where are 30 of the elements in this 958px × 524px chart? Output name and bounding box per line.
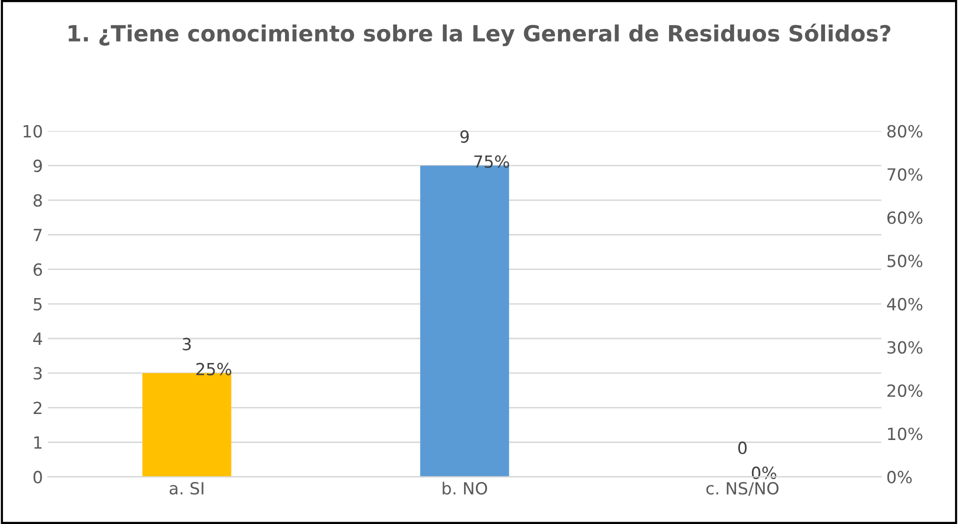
- y2-tick-label: 40%: [887, 298, 922, 310]
- x-tick-label: c. NS/NO: [706, 482, 779, 496]
- y-tick-label: 7: [34, 228, 42, 242]
- y2-tick-label: 0%: [887, 470, 912, 484]
- chart-title: 1. ¿Tiene conocimiento sobre la Ley General de Residuos Sólidos?: [68, 24, 890, 46]
- y-tick-label: 10: [24, 124, 42, 138]
- y-tick-label: 8: [34, 194, 42, 207]
- y-tick-label: 4: [33, 332, 42, 345]
- annotation: 75%: [474, 155, 510, 168]
- y-tick-label: 6: [34, 263, 42, 276]
- x-tick-label: a. SI: [170, 482, 204, 495]
- annotation: 25%: [196, 362, 232, 376]
- y2-tick-label: 50%: [888, 254, 922, 268]
- data-label: 9: [460, 130, 469, 143]
- y-tick-label: 5: [34, 298, 42, 310]
- x-tick-label: b. NO: [442, 482, 488, 495]
- y2-tick-label: 10%: [888, 428, 922, 440]
- y2-tick-label: 80%: [887, 124, 922, 138]
- annotation: 0%: [752, 466, 776, 480]
- data-label: 3: [182, 338, 191, 350]
- y-tick-label: 2: [34, 402, 42, 414]
- y2-tick-label: 20%: [887, 384, 922, 397]
- y-tick-label: 9: [33, 160, 42, 172]
- y-tick-label: 0: [34, 470, 42, 484]
- data-label: 0: [738, 442, 747, 454]
- y2-tick-label: 70%: [888, 168, 922, 181]
- y2-tick-label: 30%: [887, 341, 922, 354]
- y-tick-label: 3: [34, 367, 42, 380]
- y-tick-label: 1: [34, 436, 42, 449]
- y2-tick-label: 60%: [887, 211, 922, 224]
